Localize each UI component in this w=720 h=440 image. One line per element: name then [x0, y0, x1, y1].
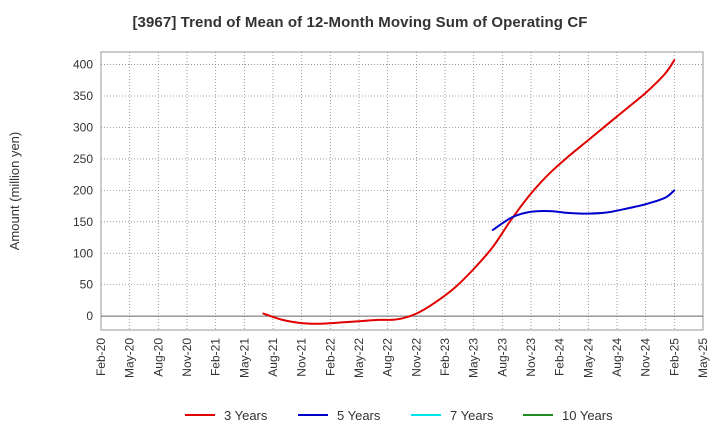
- legend-label-7-years: 7 Years: [450, 408, 494, 423]
- y-tick-label: 100: [73, 246, 93, 260]
- chart-title: [3967] Trend of Mean of 12-Month Moving …: [132, 14, 588, 31]
- x-tick-label: Aug-24: [610, 338, 624, 377]
- x-tick-label: Feb-24: [553, 338, 567, 376]
- y-axis-title: Amount (million yen): [7, 132, 22, 251]
- x-tick-label: May-24: [581, 338, 595, 378]
- grid-layer: [101, 52, 703, 330]
- y-tick-label: 0: [86, 309, 93, 323]
- x-tick-label: May-21: [237, 338, 251, 378]
- y-tick-label: 250: [73, 152, 93, 166]
- series-line-5-years: [491, 189, 676, 231]
- legend-label-5-years: 5 Years: [337, 408, 381, 423]
- x-tick-label: Feb-22: [323, 338, 337, 376]
- x-tick-label: Aug-21: [266, 338, 280, 377]
- x-tick-label: May-22: [352, 338, 366, 378]
- x-tick-label: Aug-22: [381, 338, 395, 377]
- x-tick-label: Nov-23: [524, 338, 538, 377]
- legend-label-10-years: 10 Years: [562, 408, 613, 423]
- x-tick-label: Feb-25: [667, 338, 681, 376]
- y-tick-label: 150: [73, 215, 93, 229]
- x-tick-label: Feb-23: [438, 338, 452, 376]
- x-tick-label: Feb-21: [209, 338, 223, 376]
- x-tick-label: Nov-21: [295, 338, 309, 377]
- series-line-3-years: [262, 59, 676, 325]
- x-tick-label: Aug-20: [151, 338, 165, 377]
- y-tick-label: 300: [73, 120, 93, 134]
- x-tick-labels: Feb-20 May-20 Aug-20 Nov-20 Feb-21 May-21 Aug-…: [94, 338, 710, 378]
- x-tick-label: Aug-23: [495, 338, 509, 377]
- series-layer: [262, 59, 676, 325]
- x-tick-label: Feb-20: [94, 338, 108, 376]
- legend-label-3-years: 3 Years: [224, 408, 268, 423]
- x-tick-label: Nov-24: [639, 338, 653, 377]
- plot-area: [100, 51, 704, 331]
- y-tick-label: 200: [73, 183, 93, 197]
- x-tick-label: May-20: [123, 338, 137, 378]
- x-tick-label: May-23: [467, 338, 481, 378]
- x-tick-label: May-25: [696, 338, 710, 378]
- y-tick-labels: 0 50 100 150 200 250 300 350 400: [73, 58, 93, 324]
- x-tick-label: Nov-20: [180, 338, 194, 377]
- y-tick-label: 350: [73, 89, 93, 103]
- y-tick-label: 400: [73, 58, 93, 72]
- x-tick-label: Nov-22: [409, 338, 423, 377]
- legend: 3 Years 5 Years 7 Years 10 Years: [185, 408, 613, 423]
- y-tick-label: 50: [80, 278, 94, 292]
